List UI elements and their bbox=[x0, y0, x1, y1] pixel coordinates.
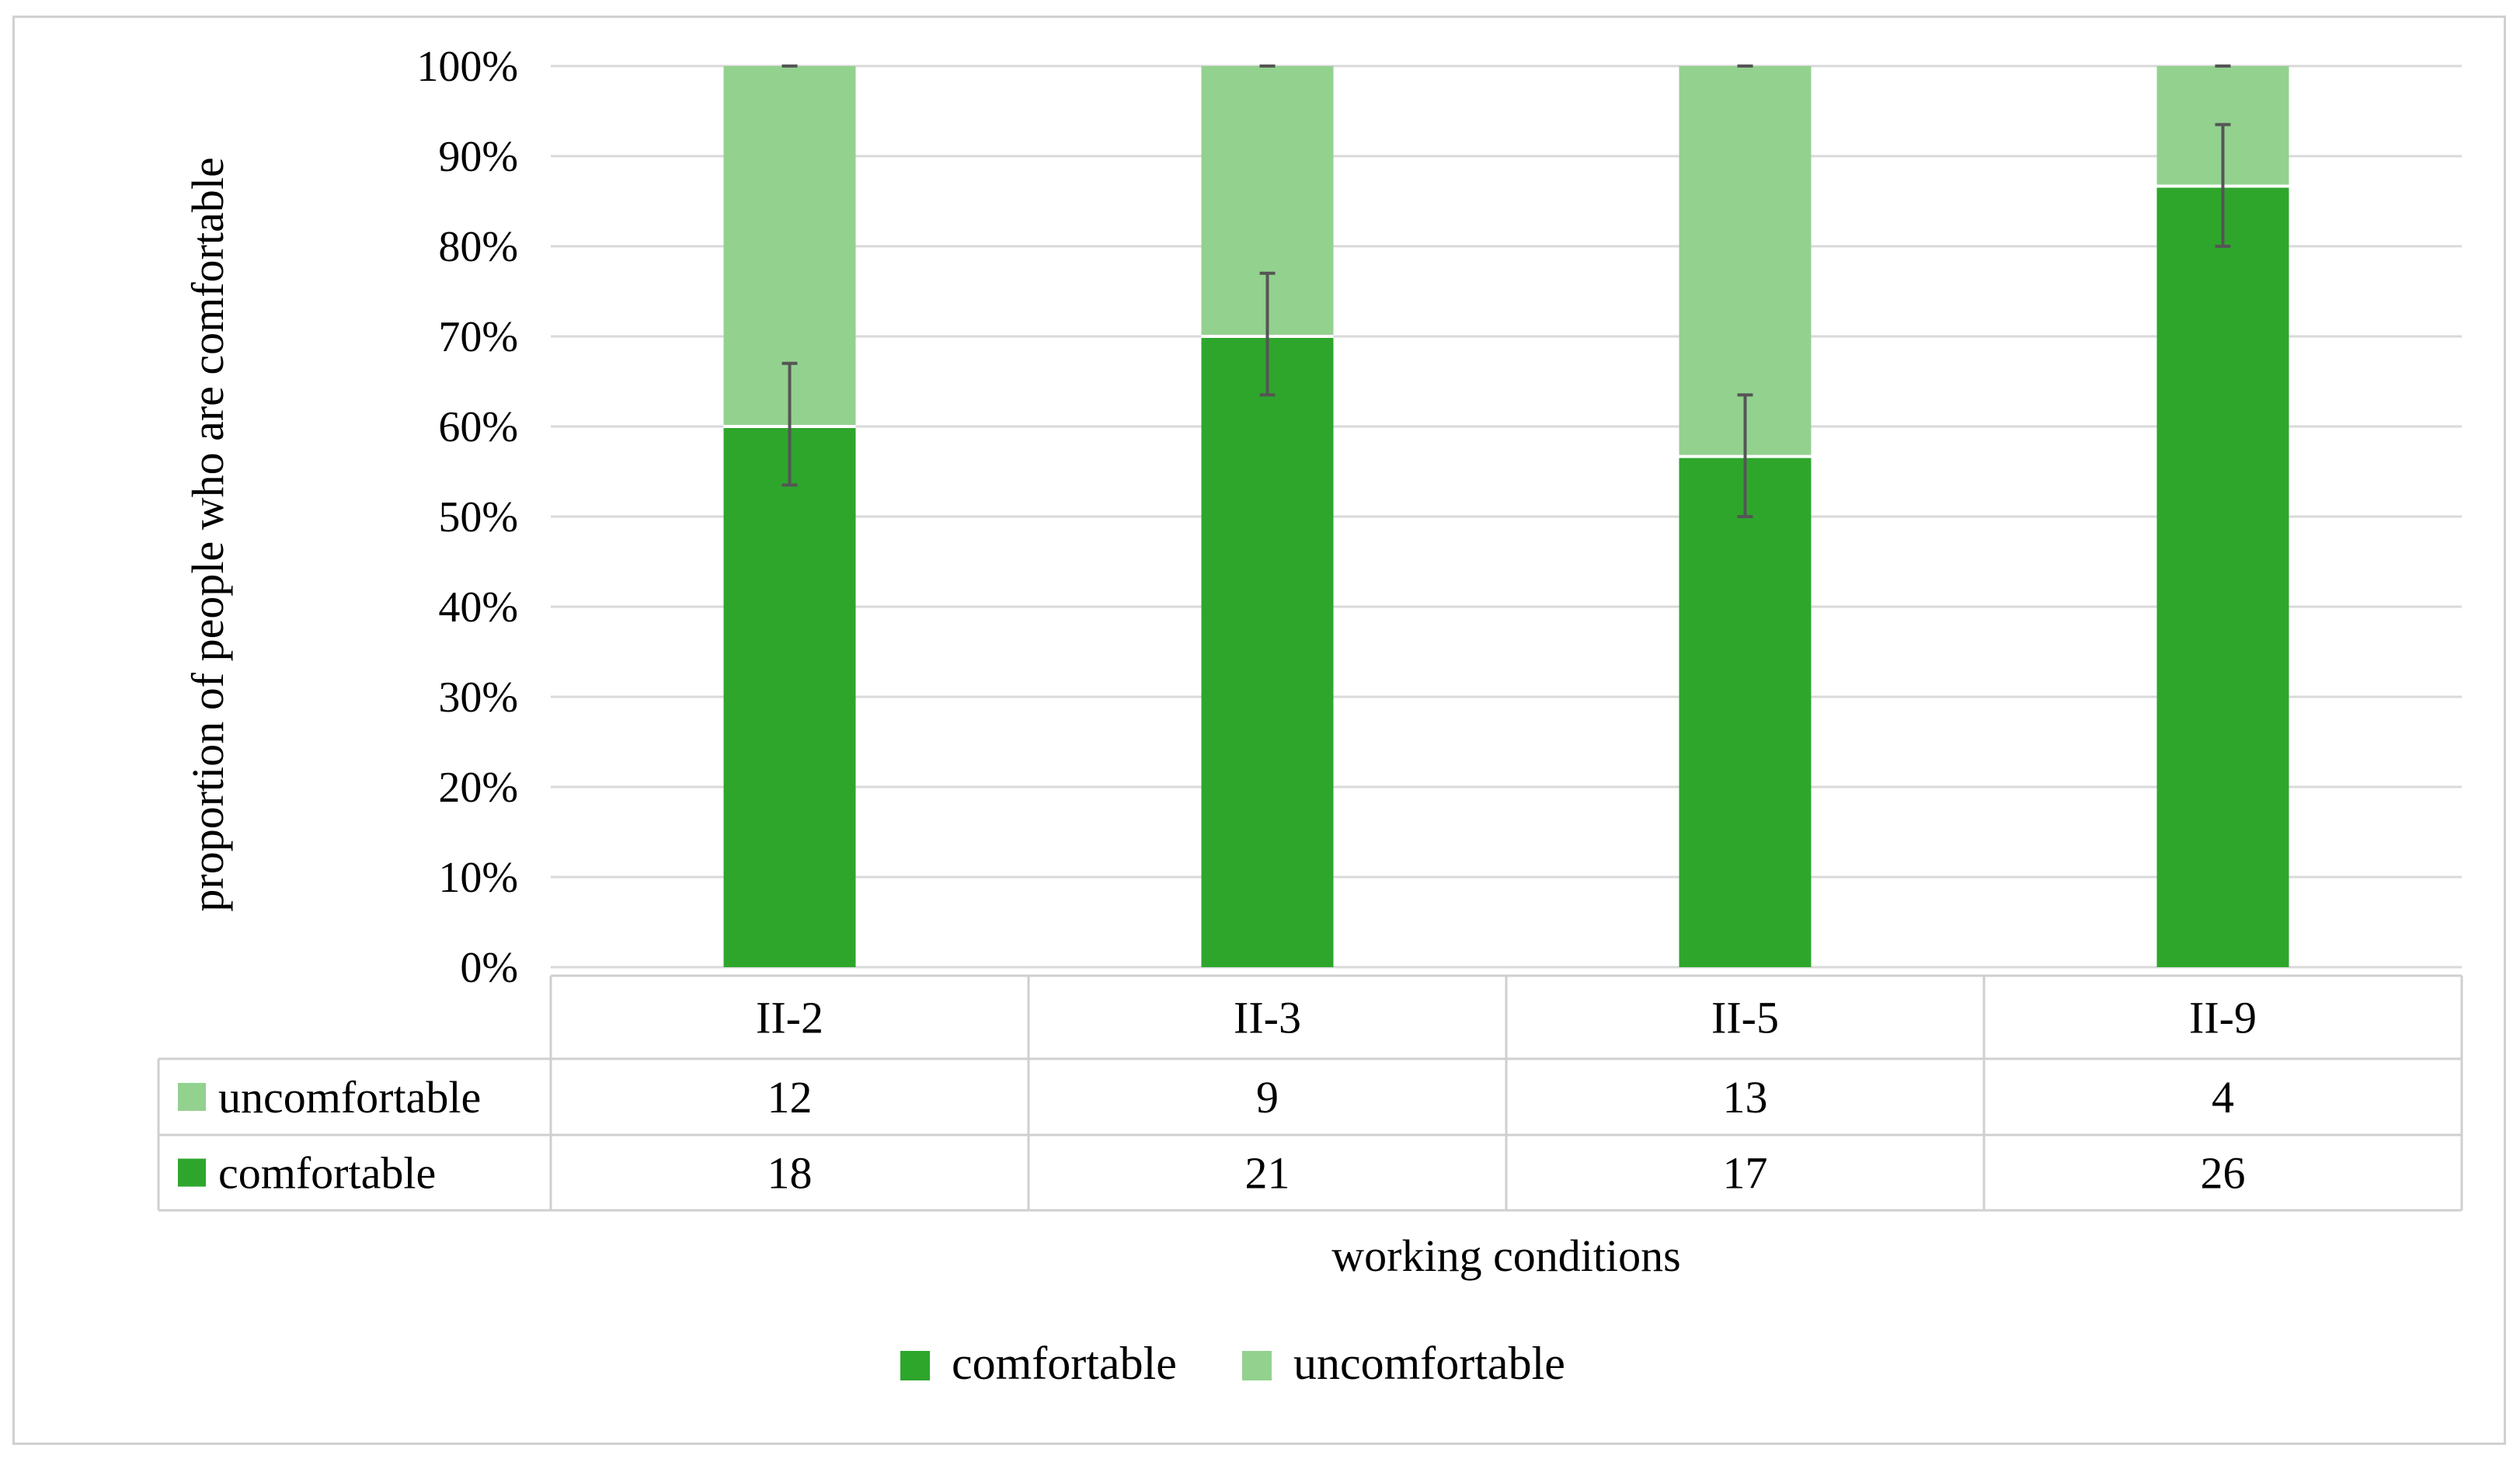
y-tick-label: 50% bbox=[438, 493, 518, 541]
gridlines bbox=[551, 64, 2462, 969]
bar-comfortable bbox=[1201, 336, 1334, 967]
table-cell-value: 18 bbox=[767, 1148, 813, 1199]
bar-comfortable bbox=[1679, 456, 1812, 967]
category-label: II-3 bbox=[1234, 993, 1301, 1043]
stacked-bar-chart: 0%10%20%30%40%50%60%70%80%90%100% II-2 II… bbox=[157, 43, 2463, 1389]
category-label: II-5 bbox=[1711, 993, 1779, 1043]
legend-entry: uncomfortable bbox=[1293, 1338, 1565, 1389]
bar-comfortable bbox=[723, 426, 856, 967]
table-cell-value: 17 bbox=[1723, 1148, 1768, 1199]
data-table: II-2 II-3 II-5 II-9 uncomfortable 12 9 13 4 comfo… bbox=[157, 974, 2463, 1212]
table-row-label: comfortable bbox=[218, 1148, 436, 1199]
table-cell-value: 26 bbox=[2201, 1148, 2246, 1199]
y-tick-label: 100% bbox=[416, 43, 518, 91]
table-legend-swatch bbox=[178, 1083, 206, 1111]
y-tick-label: 20% bbox=[438, 764, 518, 812]
legend: comfortable uncomfortable bbox=[900, 1338, 1565, 1389]
y-tick-label: 10% bbox=[438, 854, 518, 902]
y-tick-label: 0% bbox=[460, 944, 518, 992]
y-tick-label: 40% bbox=[438, 583, 518, 632]
category-label: II-9 bbox=[2189, 993, 2257, 1043]
x-axis-title: working conditions bbox=[1331, 1231, 1680, 1281]
y-tick-label: 80% bbox=[438, 223, 518, 271]
legend-entry: comfortable bbox=[952, 1338, 1177, 1389]
error-bars bbox=[781, 64, 2231, 518]
bar-comfortable bbox=[2156, 186, 2289, 967]
table-legend-swatch bbox=[178, 1158, 206, 1187]
y-tick-label: 90% bbox=[438, 133, 518, 181]
table-cell-value: 4 bbox=[2212, 1072, 2234, 1123]
bar-uncomfortable bbox=[1679, 66, 1812, 457]
y-axis-title: proportion of people who are comfortable bbox=[183, 157, 233, 911]
table-cell-value: 9 bbox=[1256, 1072, 1279, 1123]
table-cell-value: 13 bbox=[1723, 1072, 1768, 1123]
legend-swatch bbox=[900, 1351, 930, 1380]
table-cell-value: 12 bbox=[767, 1072, 813, 1123]
y-axis-ticks: 0% 10% 20% 30% 40% 50% 60% 70% 80% 90% 100% bbox=[416, 43, 518, 992]
table-cell-value: 21 bbox=[1245, 1148, 1290, 1199]
legend-swatch bbox=[1242, 1351, 1272, 1380]
table-row-label: uncomfortable bbox=[218, 1072, 481, 1123]
y-tick-label: 60% bbox=[438, 403, 518, 451]
category-label: II-2 bbox=[756, 993, 823, 1043]
y-tick-label: 30% bbox=[438, 674, 518, 722]
y-tick-label: 70% bbox=[438, 313, 518, 361]
chart-frame: 0% 10% 20% 30% 40% 50% 60% 70% 80% 90% 100% II-2 II… bbox=[12, 16, 2506, 1445]
